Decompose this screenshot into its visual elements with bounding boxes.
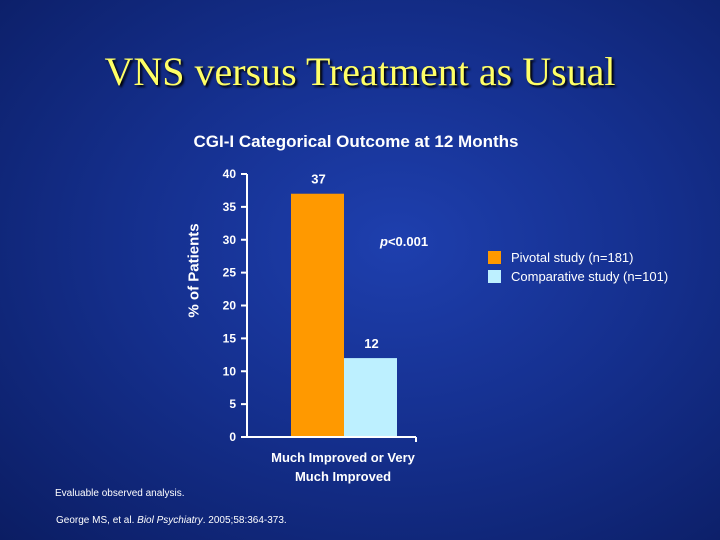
y-tick-label: 30 xyxy=(223,233,237,247)
data-label-comparative: 12 xyxy=(364,336,378,351)
citation-details: . 2005;58:364-373. xyxy=(202,515,287,526)
citation: George MS, et al. Biol Psychiatry. 2005;… xyxy=(56,515,287,526)
citation-authors: George MS, et al. xyxy=(56,515,138,526)
y-tick-label: 40 xyxy=(223,167,237,181)
bar-pivotal xyxy=(291,193,344,437)
chart-title-text: CGI-I Categorical Outcome at 12 Months xyxy=(193,132,519,151)
y-tick-label: 25 xyxy=(223,266,237,280)
x-category-label: Much Improved or Very Much Improved xyxy=(271,450,415,484)
legend-label-pivotal: Pivotal study (n=181) xyxy=(511,250,634,265)
legend-swatch-comparative xyxy=(488,270,501,283)
legend-swatch-pivotal xyxy=(488,251,501,264)
legend: Pivotal study (n=181) Comparative study … xyxy=(488,250,668,288)
y-tick-label: 35 xyxy=(223,200,237,214)
slide-title: VNS versus Treatment as Usual xyxy=(104,49,616,94)
chart-title: CGI-I Categorical Outcome at 12 Months xyxy=(0,132,720,152)
analysis-note: Evaluable observed analysis. xyxy=(55,488,185,499)
y-tick-label: 10 xyxy=(223,364,237,378)
p-symbol: p xyxy=(380,234,388,249)
legend-label-comparative: Comparative study (n=101) xyxy=(511,269,669,284)
y-tick-label: 5 xyxy=(229,397,236,411)
legend-item-comparative: Comparative study (n=101) xyxy=(488,269,668,284)
y-tick-label: 15 xyxy=(223,331,237,345)
data-label-pivotal: 37 xyxy=(311,172,325,187)
p-value-annotation: p<0.001 xyxy=(380,234,428,249)
citation-journal: Biol Psychiatry xyxy=(137,515,203,526)
y-tick-label: 20 xyxy=(223,299,237,313)
p-value: <0.001 xyxy=(387,234,429,249)
bar-comparative xyxy=(344,358,397,437)
y-tick-label: 0 xyxy=(229,430,236,444)
legend-item-pivotal: Pivotal study (n=181) xyxy=(488,250,668,265)
